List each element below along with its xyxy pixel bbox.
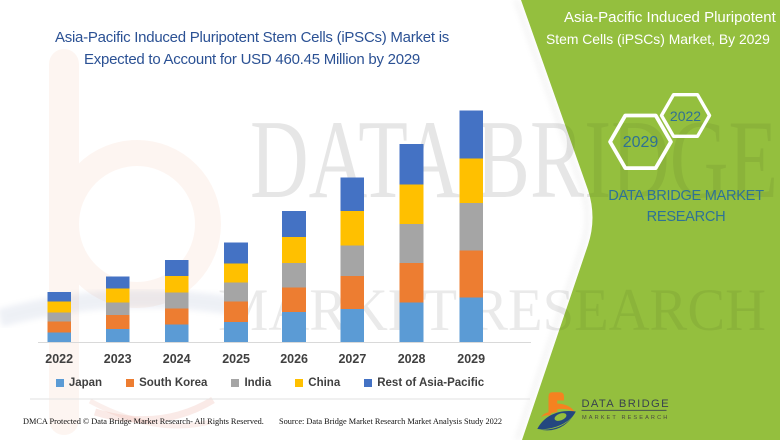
svg-text:MARKET RESEARCH: MARKET RESEARCH [582, 415, 669, 421]
svg-text:DATA BRIDGE: DATA BRIDGE [582, 398, 670, 410]
